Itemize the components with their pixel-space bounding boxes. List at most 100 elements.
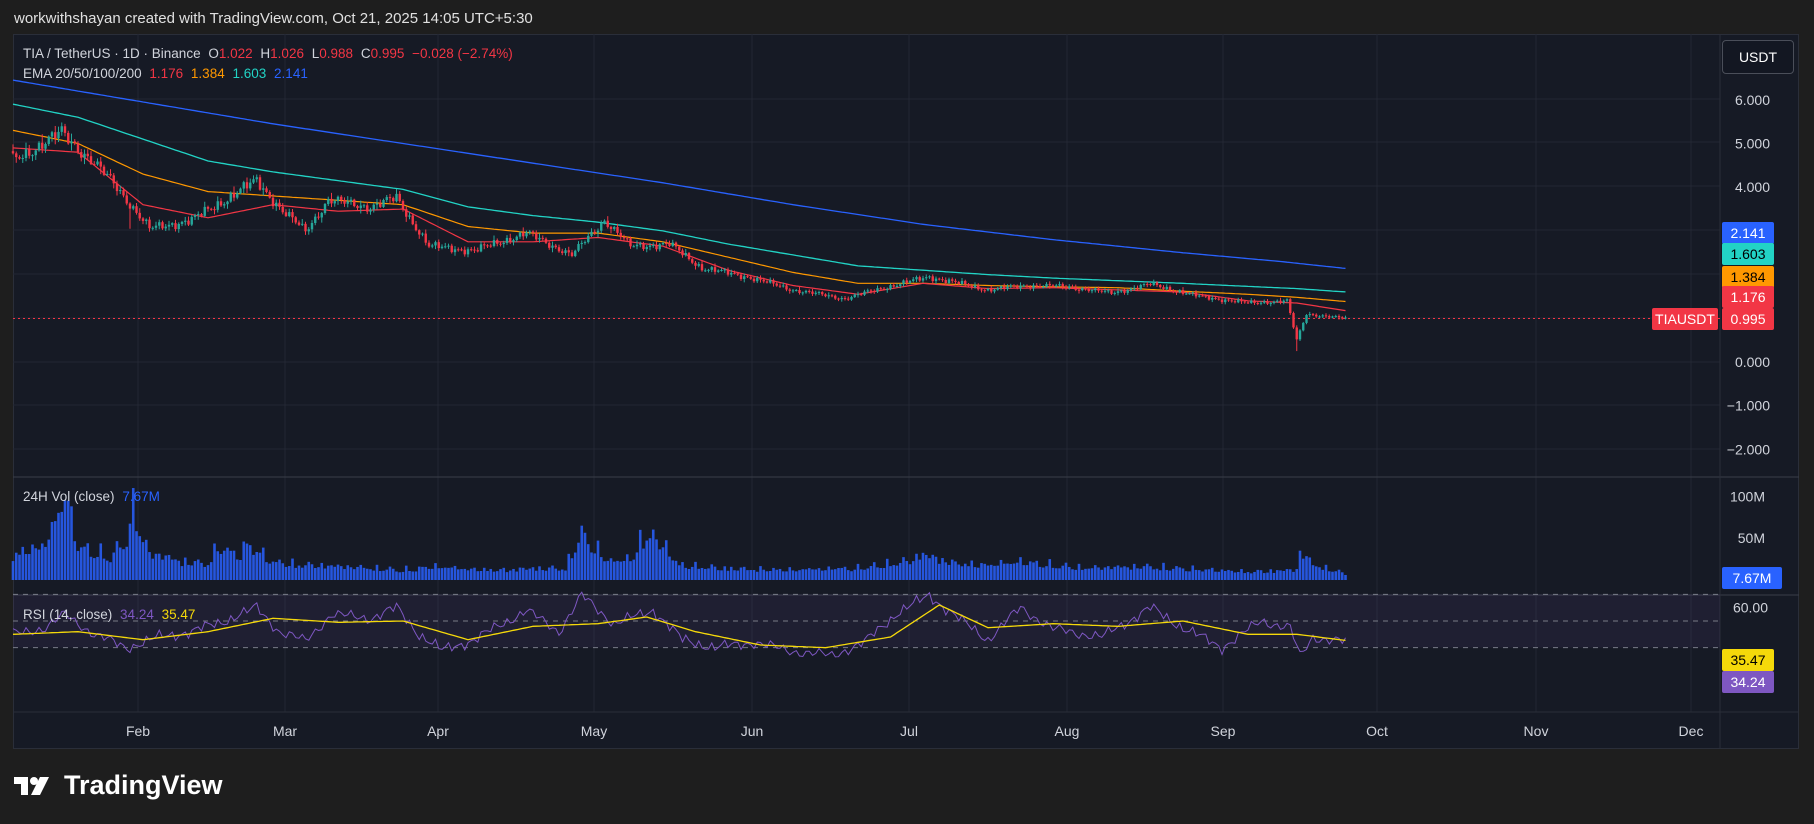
volume-bar (1188, 571, 1191, 580)
volume-bar (915, 553, 918, 580)
volume-value: 7.67M (122, 489, 160, 504)
volume-bar (703, 568, 707, 580)
candle-body (964, 280, 967, 285)
grid-lines (13, 34, 1799, 748)
candle-body (1253, 300, 1256, 303)
candle-body (1022, 285, 1025, 287)
volume-bar (489, 568, 493, 580)
volume-bar (807, 568, 811, 580)
candle-body (713, 267, 717, 272)
volume-bar (1158, 570, 1162, 580)
ema-label: EMA 20/50/100/200 (23, 66, 142, 81)
volume-bar (447, 567, 450, 580)
candle-body (1198, 295, 1201, 297)
candle-body (876, 288, 879, 292)
volume-bar (105, 560, 109, 580)
candle-body (626, 238, 629, 240)
volume-bar (1041, 567, 1045, 580)
volume-bar (996, 565, 1000, 580)
candle-body (67, 132, 70, 144)
volume-bar (759, 566, 762, 580)
price-tick-label: 6.000 (1735, 92, 1770, 108)
candle-body (89, 156, 93, 165)
candle-body (613, 226, 616, 229)
volume-bar (885, 558, 889, 580)
volume-bar (1204, 569, 1208, 580)
volume-bar (203, 566, 207, 580)
candle-body (1211, 297, 1214, 300)
volume-bar (1223, 570, 1227, 580)
candle-body (762, 279, 765, 282)
volume-bar (346, 565, 350, 580)
candle-body (889, 285, 892, 290)
volume-bar (632, 559, 636, 580)
chart-frame[interactable] (13, 34, 1799, 749)
tradingview-logo[interactable]: TradingView (14, 770, 223, 801)
candle-body (60, 126, 63, 132)
volume-bar (989, 564, 993, 580)
volume-bar (300, 567, 304, 580)
volume-bar (50, 521, 54, 580)
volume-bar (596, 540, 600, 580)
candle-body (1337, 316, 1341, 318)
candle-body (385, 197, 388, 200)
candle-body (788, 289, 791, 291)
volume-bar (957, 564, 961, 580)
volume-bar (619, 561, 623, 580)
candle-body (1243, 301, 1246, 303)
candle-body (1308, 314, 1311, 316)
candle-body (63, 126, 67, 133)
volume-bar (840, 567, 844, 580)
candle-body (697, 264, 700, 266)
volume-bar (824, 570, 827, 580)
candle-body (535, 232, 538, 240)
candle-body (642, 243, 645, 250)
volume-bar (1149, 566, 1152, 580)
volume-bar (398, 572, 402, 580)
volume-bar (755, 571, 759, 580)
volume-bar (1028, 561, 1032, 580)
ema100-path (12, 103, 1346, 293)
candle-body (902, 280, 905, 285)
candle-body (486, 245, 489, 247)
volume-bar (304, 565, 307, 580)
volume-bar (538, 566, 541, 580)
volume-bar (1116, 565, 1120, 580)
candle-body (840, 298, 843, 300)
volume-bar (1282, 570, 1286, 580)
candle-body (1194, 292, 1198, 297)
candles (11, 122, 1347, 352)
candle-body (1113, 292, 1116, 294)
candle-body (743, 276, 746, 280)
price-tick-label: 4.000 (1735, 179, 1770, 195)
volume-bar (898, 562, 902, 580)
candle-body (977, 285, 980, 290)
volume-bar (716, 570, 720, 580)
candle-body (1152, 282, 1155, 286)
volume-bar (154, 553, 158, 580)
volume-bar (1210, 567, 1214, 580)
volume-bar (986, 565, 990, 580)
volume-bar (492, 571, 496, 580)
volume-bar (336, 564, 340, 580)
volume-bar (674, 560, 678, 580)
volume-bar (1207, 569, 1211, 580)
candle-body (138, 212, 141, 219)
volume-bar (655, 539, 658, 580)
currency-button[interactable]: USDT (1722, 40, 1794, 74)
volume-bar (313, 568, 317, 580)
volume-bar (479, 570, 483, 580)
candle-body (154, 225, 158, 228)
time-tick-label: Oct (1366, 723, 1388, 739)
candle-body (619, 232, 622, 238)
candle-body (210, 208, 213, 210)
volume-bar (1145, 563, 1149, 580)
volume-bar (820, 570, 824, 580)
volume-bar (216, 551, 220, 580)
candle-body (1341, 317, 1344, 319)
volume-bar (131, 488, 135, 580)
volume-bar (330, 565, 333, 580)
candle-body (733, 272, 736, 274)
volume-bar (677, 565, 681, 580)
